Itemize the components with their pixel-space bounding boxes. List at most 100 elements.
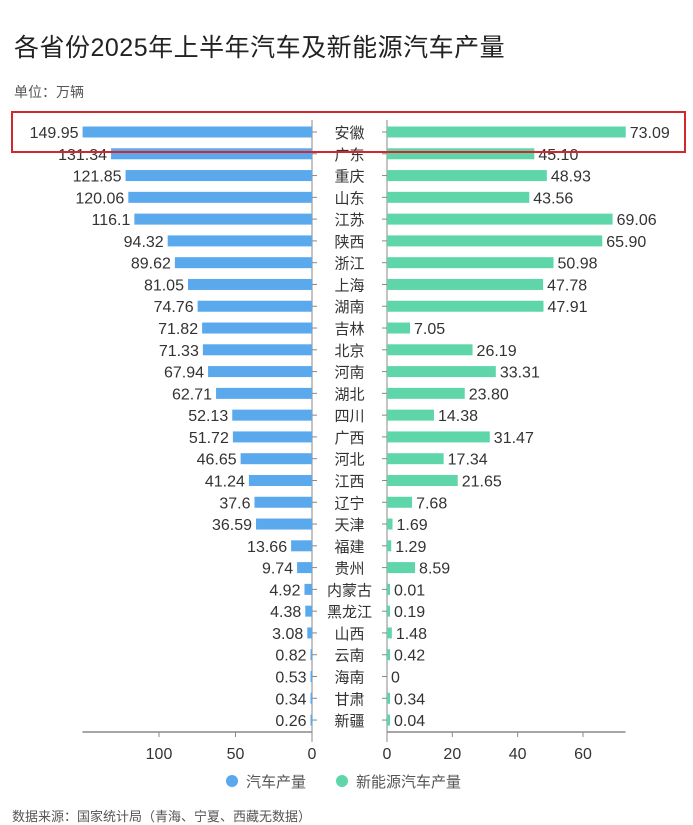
category-label: 湖南 [334,299,364,316]
category-label: 安徽 [334,125,364,142]
data-label-right: 43.56 [533,190,573,207]
category-label: 陕西 [334,234,364,251]
bar-新能源汽车产量-上海 [387,278,544,290]
x-tick-label: 40 [509,746,527,763]
bar-新能源汽车产量-山西 [387,627,392,639]
bar-新能源汽车产量-天津 [387,518,393,530]
unit-label: 单位：万辆 [14,84,84,100]
data-label-left: 121.85 [73,169,122,186]
bar-汽车产量-上海 [187,278,312,290]
bar-汽车产量-海南 [310,671,312,682]
legend-label: 新能源汽车产量 [356,774,461,791]
bar-新能源汽车产量-江西 [387,474,458,486]
bar-汽车产量-四川 [232,409,312,421]
data-label-right: 65.90 [606,234,646,251]
category-label: 江西 [334,473,364,490]
source-note: 数据来源：国家统计局（青海、宁夏、西藏无数据） [12,809,312,824]
category-label: 河北 [334,452,364,469]
data-label-left: 116.1 [92,212,131,229]
data-label-right: 69.06 [617,212,657,229]
bar-新能源汽车产量-云南 [387,649,390,661]
data-label-left: 37.6 [219,495,250,512]
x-tick-label: 50 [227,746,245,763]
x-tick-label: 0 [308,746,317,763]
data-label-right: 50.98 [558,256,598,273]
category-label: 新疆 [334,713,364,730]
category-label: 贵州 [334,561,364,578]
data-label-right: 21.65 [462,473,502,490]
data-label-left: 120.06 [75,190,124,207]
data-label-left: 52.13 [188,408,228,425]
bar-新能源汽车产量-北京 [387,344,473,356]
data-label-left: 74.76 [154,299,194,316]
category-label: 四川 [334,408,364,425]
x-tick-label: 60 [574,746,592,763]
data-label-left: 0.26 [275,713,306,730]
data-label-right: 0.04 [394,713,425,730]
bar-汽车产量-新疆 [310,714,312,726]
data-label-right: 0 [391,670,400,687]
bar-新能源汽车产量-辽宁 [387,496,413,508]
bar-新能源汽车产量-新疆 [387,714,390,726]
bar-汽车产量-山东 [128,191,312,203]
data-label-left: 0.53 [275,670,306,687]
data-label-right: 48.93 [551,169,591,186]
bar-新能源汽车产量-福建 [387,540,392,552]
bar-新能源汽车产量-安徽 [387,126,626,138]
category-label: 湖北 [334,386,364,403]
data-label-right: 31.47 [494,430,534,447]
bar-汽车产量-山西 [307,627,312,639]
bar-汽车产量-陕西 [167,235,312,247]
bar-汽车产量-湖北 [216,387,312,399]
category-label: 内蒙古 [327,582,372,599]
data-label-left: 71.82 [158,321,198,338]
bar-新能源汽车产量-河北 [387,453,444,465]
data-label-right: 45.10 [538,147,578,164]
bar-新能源汽车产量-河南 [387,366,496,378]
bar-汽车产量-甘肃 [310,692,312,704]
bar-汽车产量-湖南 [197,300,312,312]
x-tick-label: 100 [146,746,173,763]
data-label-right: 47.91 [548,299,588,316]
data-label-left: 67.94 [164,365,204,382]
bar-新能源汽车产量-湖南 [387,300,544,312]
data-label-left: 94.32 [124,234,164,251]
category-label: 江苏 [334,212,364,229]
data-label-left: 89.62 [131,256,171,273]
data-label-right: 0.19 [394,604,425,621]
category-label: 重庆 [334,169,364,186]
bar-汽车产量-贵州 [297,562,312,574]
data-label-right: 7.68 [416,495,447,512]
category-label: 浙江 [334,256,364,273]
data-label-right: 0.01 [394,582,425,599]
category-label: 福建 [334,539,364,556]
data-label-right: 8.59 [419,561,450,578]
data-label-left: 4.38 [270,604,301,621]
x-tick-label: 0 [383,746,392,763]
bar-汽车产量-河南 [208,366,312,378]
data-label-right: 0.34 [394,691,425,708]
category-label: 天津 [334,517,364,534]
bar-汽车产量-北京 [202,344,312,356]
data-label-left: 41.24 [205,473,245,490]
category-label: 云南 [334,648,364,665]
bar-汽车产量-天津 [256,518,312,530]
data-label-right: 1.29 [395,539,426,556]
data-label-left: 131.34 [58,147,107,164]
data-label-left: 51.72 [189,430,229,447]
data-label-left: 0.34 [275,691,306,708]
category-label: 山西 [334,626,364,643]
bar-新能源汽车产量-内蒙古 [387,583,390,595]
bar-新能源汽车产量-广东 [387,148,535,160]
bar-新能源汽车产量-陕西 [387,235,603,247]
category-label: 山东 [334,190,364,207]
data-label-right: 14.38 [438,408,478,425]
data-label-right: 23.80 [469,386,509,403]
data-label-left: 71.33 [159,343,199,360]
data-label-left: 46.65 [197,452,237,469]
data-label-left: 62.71 [172,386,212,403]
bar-汽车产量-安徽 [82,126,312,138]
category-label: 吉林 [334,321,364,338]
bar-新能源汽车产量-贵州 [387,562,416,574]
